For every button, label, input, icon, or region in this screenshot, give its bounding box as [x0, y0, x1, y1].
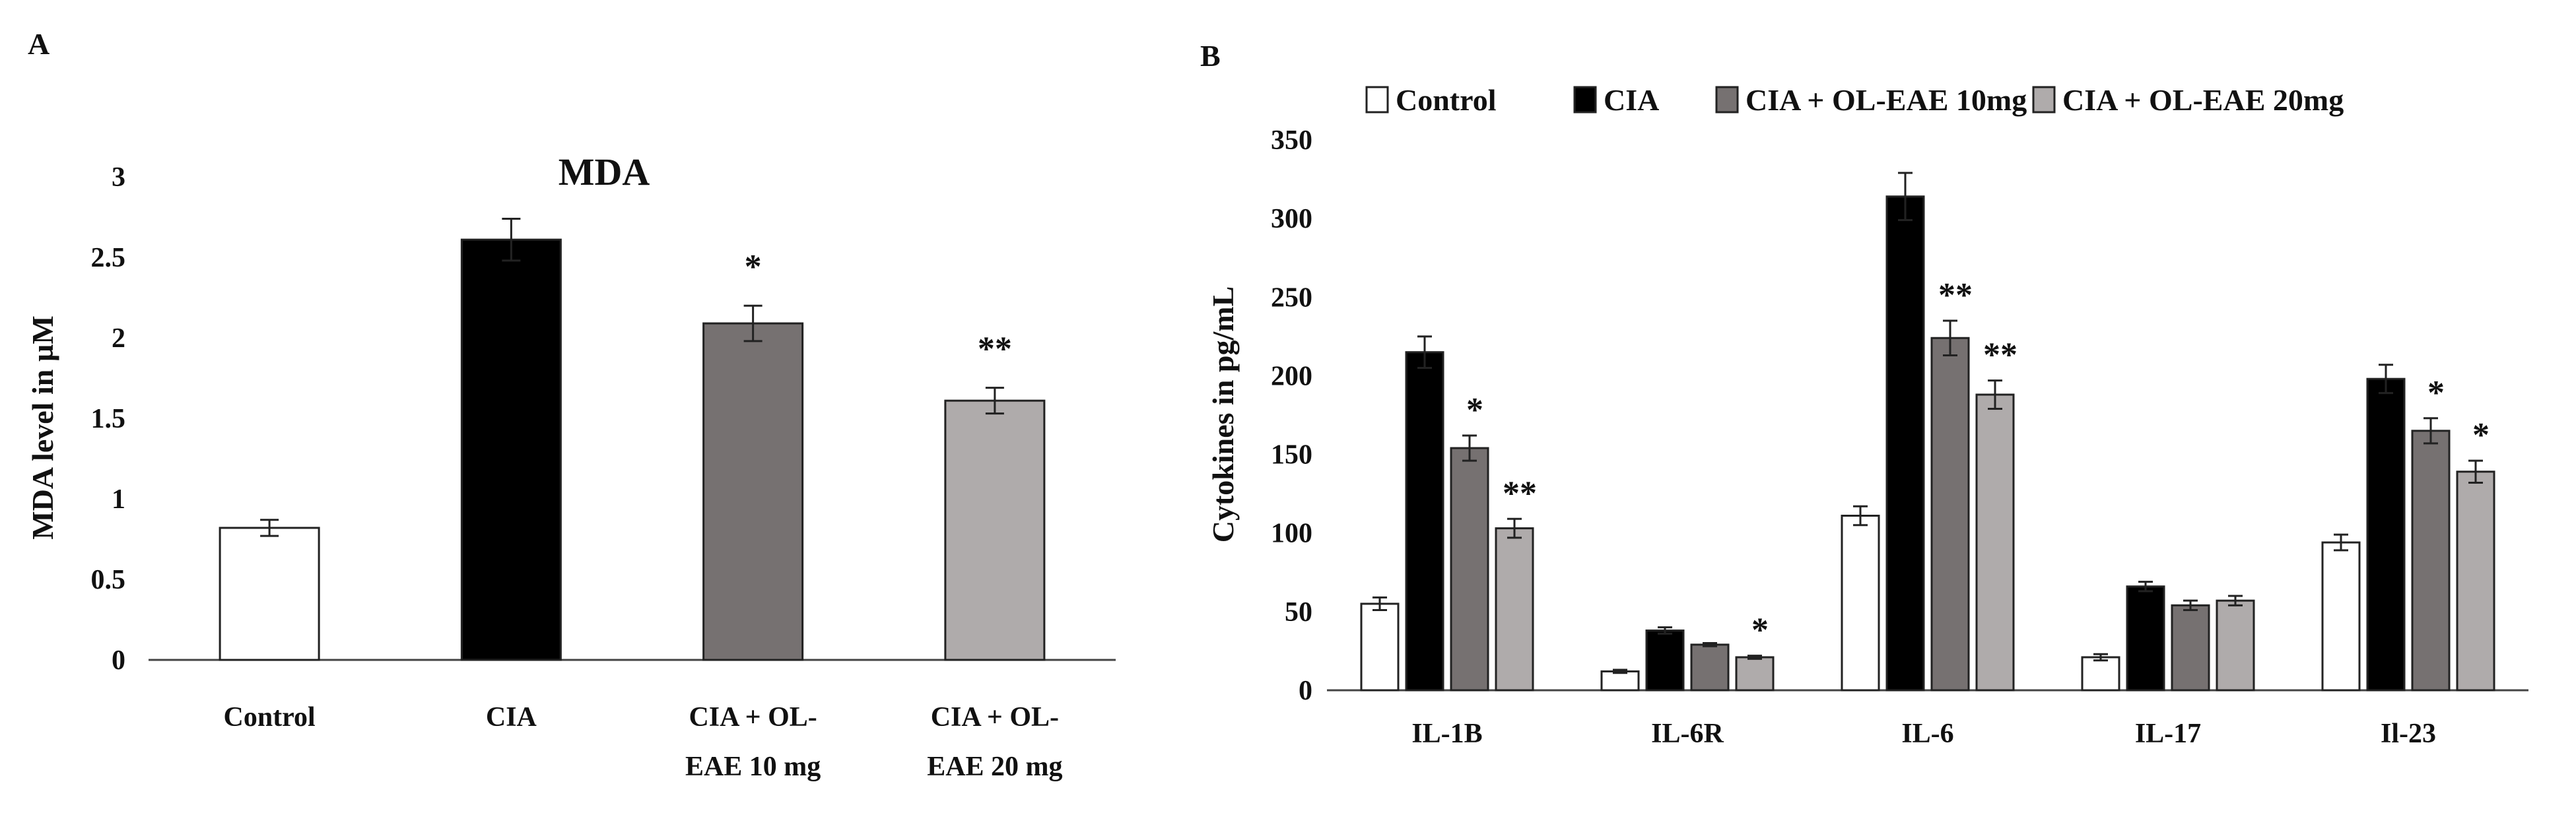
chart-a-y-tick-label: 0 [112, 645, 125, 676]
chart-b-significance-4-3: * [2472, 416, 2490, 454]
chart-b-bar-Il-23-1 [2366, 377, 2406, 692]
chart-b-bar-Il-23-0 [2321, 541, 2361, 692]
chart-b-y-tick-label: 350 [1271, 125, 1312, 156]
chart-a-x-tick-label: EAE 10 mg [685, 752, 821, 782]
chart-b-bar-IL-6-1 [1885, 195, 1925, 692]
chart-b-significance-0-3: ** [1503, 474, 1537, 512]
chart-a-y-tick-label: 3 [112, 162, 125, 193]
chart-b-x-tick-label: IL-6 [1901, 719, 1953, 749]
chart-b-y-axis-title: Cytokines in pg/mL [1206, 286, 1240, 543]
chart-b-bar-IL-6R-1 [1645, 629, 1685, 692]
chart-b-bar-IL-6-2 [1930, 337, 1970, 692]
chart-a-y-tick-label: 1.5 [91, 404, 126, 434]
chart-a-x-tick-label: Control [224, 702, 316, 732]
chart-b-legend: Control CIA CIA + OL-EAE 10mg CIA + OL-EAE … [1365, 83, 2344, 117]
chart-b-legend-label-1: CIA [1604, 83, 1659, 117]
chart-b-legend-swatch-3 [2032, 86, 2056, 114]
chart-b-bar-IL-1B-3 [1495, 527, 1534, 692]
chart-b-bar-IL-6R-3 [1735, 656, 1775, 692]
chart-b-significance-1-3: * [1751, 612, 1769, 649]
chart-b-y-tick-label: 150 [1271, 440, 1312, 471]
chart-b-bars: ********** [1360, 172, 2495, 692]
chart-b-significance-0-2: * [1466, 391, 1483, 429]
chart-b-bar-IL-1B-0 [1360, 602, 1400, 692]
chart-b-bar-IL-6R-0 [1600, 670, 1640, 692]
chart-b-significance-2-3: ** [1983, 337, 2017, 374]
chart-b-bar-Il-23-2 [2411, 430, 2451, 692]
chart-a-y-tick-label: 2 [112, 323, 125, 354]
chart-b-y-tick-label: 300 [1271, 204, 1312, 234]
panel-a-label: A [28, 27, 50, 61]
chart-a-bar-1 [460, 238, 562, 661]
chart-a-bar-3 [944, 399, 1046, 661]
chart-a-significance-2: * [745, 248, 762, 286]
chart-a-x-tick-label: CIA + OL- [931, 702, 1059, 732]
chart-b-y-tick-label: 200 [1271, 361, 1312, 391]
chart-a-bar-2 [702, 322, 804, 661]
chart-b-y-tick-label: 50 [1285, 597, 1312, 628]
chart-b-legend-swatch-2 [1715, 86, 1739, 114]
chart-a-y-axis-title: MDA level in µM [26, 315, 59, 540]
chart-a-x-tick-label: CIA + OL- [689, 702, 817, 732]
chart-b-bar-IL-1B-2 [1450, 447, 1489, 692]
chart-a-y-tick-label: 2.5 [91, 243, 126, 273]
chart-b-y-tick-label: 250 [1271, 282, 1312, 313]
chart-b-legend-label-3: CIA + OL-EAE 20mg [2062, 83, 2344, 117]
chart-b-significance-4-2: * [2427, 374, 2445, 412]
chart-b-legend-swatch-1 [1573, 86, 1597, 114]
chart-b-legend-swatch-0 [1365, 86, 1389, 114]
panel-b-label: B [1200, 39, 1221, 73]
chart-b-bar-IL-6-3 [1975, 393, 2015, 692]
chart-a-title: MDA [559, 150, 650, 193]
chart-b-significance-2-2: ** [1938, 276, 1973, 314]
chart-a-significance-3: ** [978, 331, 1012, 368]
chart-a-bars: *** [219, 217, 1046, 661]
chart-a-bar-0 [219, 527, 320, 661]
chart-a-y-tick-label: 0.5 [91, 565, 126, 595]
chart-b-legend-label-0: Control [1396, 83, 1497, 117]
chart-b-y-tick-label: 100 [1271, 519, 1312, 549]
chart-a-x-tick-label: CIA [486, 702, 537, 732]
chart-b-bar-IL-17-0 [2081, 656, 2120, 692]
chart-b-bar-Il-23-3 [2456, 471, 2495, 692]
chart-b-y-tick-label: 0 [1299, 676, 1312, 706]
chart-a-y-tick-label: 1 [112, 484, 125, 515]
chart-b-bar-IL-17-1 [2126, 585, 2165, 692]
chart-b-bar-IL-17-2 [2171, 604, 2210, 692]
chart-b-x-tick-label: IL-17 [2135, 719, 2201, 749]
chart-b-bar-IL-6R-2 [1690, 643, 1730, 692]
chart-a-x-tick-label: EAE 20 mg [927, 752, 1062, 782]
chart-b-x-tick-label: Il-23 [2381, 719, 2436, 749]
chart-b-bar-IL-6-0 [1841, 515, 1880, 692]
chart-b-legend-label-2: CIA + OL-EAE 10mg [1746, 83, 2027, 117]
chart-b-x-tick-label: IL-6R [1651, 719, 1724, 749]
chart-b-x-tick-label: IL-1B [1411, 719, 1482, 749]
chart-b-bar-IL-1B-1 [1405, 351, 1444, 692]
chart-b-bar-IL-17-3 [2216, 599, 2255, 692]
